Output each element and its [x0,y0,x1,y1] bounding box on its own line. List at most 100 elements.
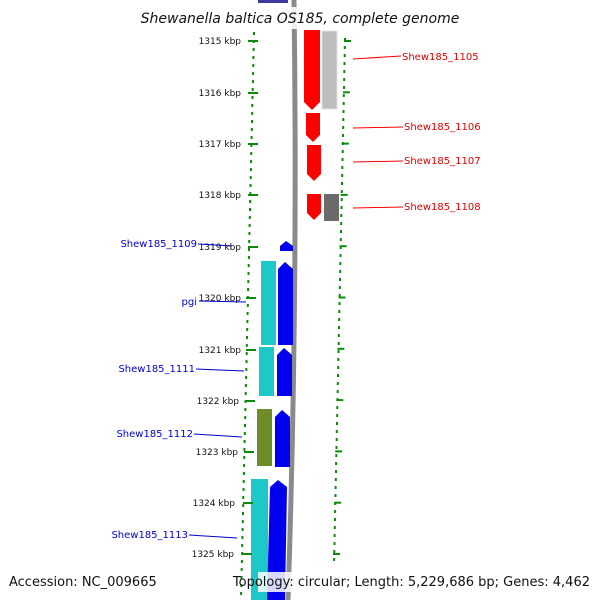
ruler-dot-right [338,318,341,321]
ruler-dot-left [244,416,247,419]
ruler-dot-left [242,480,245,483]
gene-shew185-1105 [304,30,320,110]
forward-gene-labels: Shew185_1109 pgi Shew185_1111 Shew185_11… [111,239,247,541]
ruler-dot-right [343,70,346,73]
ruler-tick: 1322 kbp [197,397,255,407]
ruler-dot-left [248,240,251,243]
ruler-dot-right [334,478,337,481]
ruler-dot-left [246,304,249,307]
ruler-dot-right [343,78,346,81]
ruler-dot-right [342,118,345,121]
ruler-dot-left [246,336,248,339]
ruler-dot-left [241,520,244,523]
ruler-dot-right [338,310,341,313]
ruler-dot-left [250,152,253,155]
tick-label: 1325 kbp [192,550,235,560]
ruler-dot-right [336,422,338,425]
summary-text: Topology: circular; Length: 5,229,686 bp… [232,575,590,590]
ruler-dot-left [249,208,251,211]
ruler-dot-right [340,222,343,225]
ruler-tick: 1323 kbp [196,448,254,458]
ruler-dot-left [251,80,254,83]
ruler-dot-left [250,128,253,131]
ruler-dot-right [335,462,338,465]
ruler-dot-right [341,174,344,177]
ruler-dot-left [242,504,245,507]
ruler-dot-right [342,94,345,97]
ruler-dot-left [244,424,246,427]
ruler-dot-left [243,456,246,459]
ruler-dot-right [335,470,337,473]
footer-summary-background [258,572,596,592]
ruler-dot-left [247,280,250,283]
gene-label-pgi: pgi [182,297,197,308]
ruler-dot-left [242,472,245,475]
ruler-dot-left [241,544,244,547]
ruler-dot-right [337,358,340,361]
ruler-dot-left [244,384,247,387]
gene-shew185-1111-cds [259,347,274,396]
ruler-dot-right [343,86,345,89]
ruler-dot-right [343,46,346,49]
gene-label-shew185-1113: Shew185_1113 [111,530,188,541]
ruler-dot-right [339,278,341,281]
gene-shew185-1112 [275,410,290,467]
ruler-dot-right [338,294,341,297]
gene-label-shew185-1111: Shew185_1111 [118,364,195,375]
gene-shew185-1112-cds [257,409,272,466]
ruler-dot-left [248,224,251,227]
ruler-dot-left [247,288,250,291]
ruler-dot-right [336,382,339,385]
gene-label-shew185-1106: Shew185_1106 [404,122,481,133]
ruler-dot-left [241,536,244,539]
gene-shew185-1113 [267,480,287,600]
ruler-dot-left [241,528,244,531]
gene-shew185-1108 [307,194,321,220]
ruler-dot-right [334,486,337,489]
ruler-dot-left [252,64,255,67]
ruler-dot-right [335,430,338,433]
ruler-dot-right [342,102,345,105]
ruler-tick: 1325 kbp [192,550,252,560]
ruler-dot-right [341,158,344,161]
label-leader [188,534,238,539]
ruler-dot-right [334,494,337,497]
ruler-dot-left [250,136,253,139]
ruler-dot-right [335,438,338,441]
ruler-tick: 1316 kbp [199,89,258,99]
ruler-dot-right [333,534,336,537]
ruler-dot-left [252,72,255,75]
gene-pgi [278,262,293,345]
ruler-dot-left [250,144,253,147]
reverse-gene-labels: Shew185_1105 Shew185_1106 Shew185_1107 S… [352,52,481,213]
ruler-dot-right [335,454,338,457]
ruler-dot-left [240,576,243,579]
tick-label: 1319 kbp [199,243,242,253]
ruler-dot-left [250,160,253,163]
ruler-tick: 1319 kbp [199,243,258,253]
ruler-dot-left [251,88,254,91]
ruler-dot-right [341,182,343,185]
ruler-dot-right [333,558,336,561]
ruler-dot-right [344,38,346,41]
partial-forward-gene [258,0,288,3]
ruler-dot-left [242,512,244,515]
tick-label: 1320 kbp [199,294,242,304]
gene-shew185-1111 [277,348,292,396]
ruler-dot-right [337,366,340,369]
gene-shew185-1105-cds [321,30,338,110]
gene-label-shew185-1109: Shew185_1109 [120,239,197,250]
gene-label-shew185-1105: Shew185_1105 [402,52,479,63]
ruler-dot-right [333,550,336,553]
accession-text: Accession: NC_009665 [9,575,157,590]
gene-shew185-1109 [280,241,293,251]
gene-label-shew185-1107: Shew185_1107 [404,156,481,167]
ruler-dot-left [251,96,254,99]
ruler-dot-right [342,110,345,113]
ruler-dot-left [251,120,253,123]
ruler-dot-right [340,214,343,217]
ruler-dot-left [240,592,243,595]
ruler-dot-right [342,134,344,137]
map-title: Shewanella baltica OS185, complete genom… [141,11,460,27]
ruler-dot-right [342,126,345,129]
